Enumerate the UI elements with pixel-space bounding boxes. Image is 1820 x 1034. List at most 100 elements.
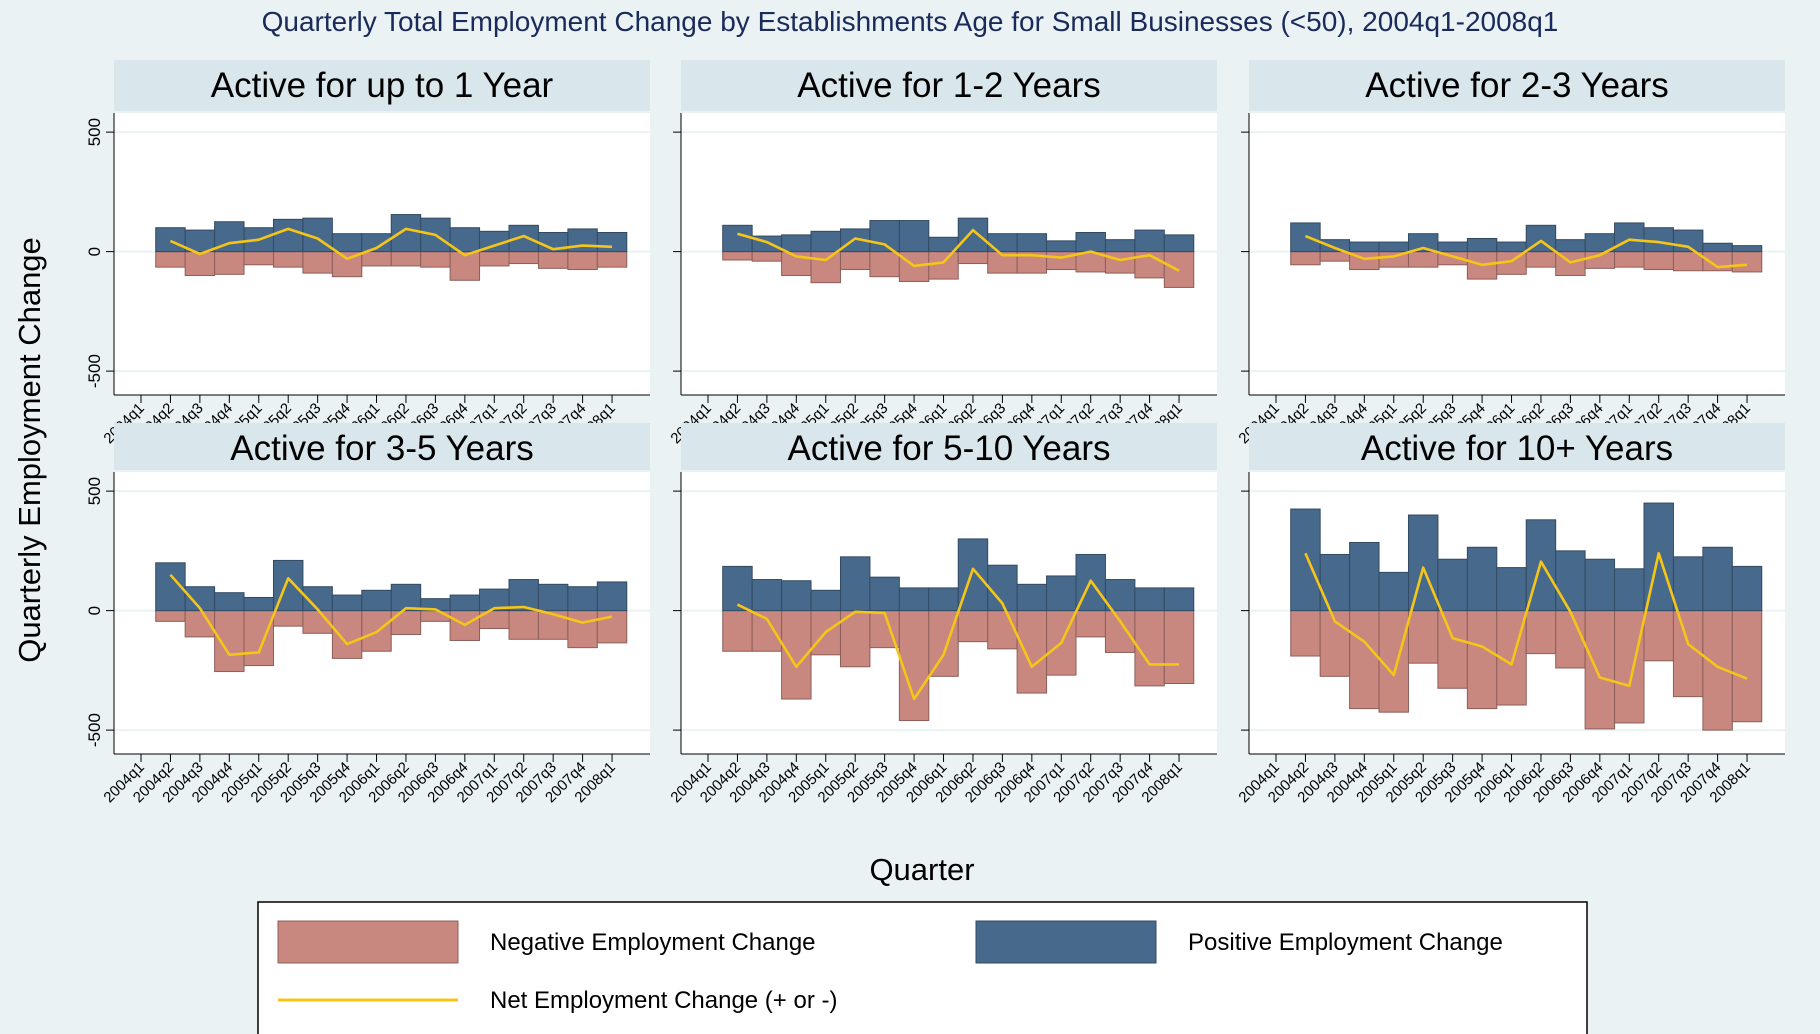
bar xyxy=(722,251,753,261)
bar xyxy=(1016,610,1048,694)
bar xyxy=(1319,553,1351,612)
bar xyxy=(839,556,871,612)
bar xyxy=(869,251,900,278)
bar xyxy=(1731,245,1763,253)
bar xyxy=(1555,610,1586,669)
bar xyxy=(928,587,959,612)
bar xyxy=(214,610,245,673)
panel-title: Active for 5-10 Years xyxy=(788,429,1111,468)
bar xyxy=(1731,251,1763,273)
bar xyxy=(1437,610,1468,689)
bar xyxy=(1614,568,1645,612)
legend-box xyxy=(257,901,1588,1034)
bar xyxy=(1466,237,1498,253)
bar xyxy=(987,233,1018,253)
legend-label: Net Employment Change (+ or -) xyxy=(490,987,837,1014)
bar xyxy=(1614,251,1645,268)
bar xyxy=(272,610,304,627)
bar xyxy=(1290,222,1321,253)
panel-strip xyxy=(114,423,650,470)
net-line xyxy=(1304,552,1748,688)
bar xyxy=(928,610,959,677)
bar xyxy=(1525,610,1557,655)
legend-label: Positive Employment Change xyxy=(1188,929,1503,956)
bar xyxy=(928,251,959,280)
bar xyxy=(479,251,510,267)
bar xyxy=(1290,251,1321,266)
bar xyxy=(1731,610,1763,723)
legend-swatch xyxy=(277,920,459,964)
panel-title: Active for up to 1 Year xyxy=(211,66,554,105)
bar xyxy=(1349,542,1380,612)
bar xyxy=(1555,550,1586,612)
bar xyxy=(508,610,539,640)
bar xyxy=(155,227,186,253)
bar xyxy=(1702,242,1733,253)
bar xyxy=(331,233,363,253)
bar xyxy=(1672,229,1704,253)
bar xyxy=(898,220,930,253)
bar xyxy=(1614,610,1645,724)
bar xyxy=(361,251,392,267)
bar xyxy=(596,251,628,268)
net-line xyxy=(169,573,613,657)
bar xyxy=(781,580,812,612)
bar xyxy=(567,228,598,253)
bar xyxy=(751,610,783,652)
y-tick-label: -500 xyxy=(85,713,104,747)
bar xyxy=(1614,222,1645,253)
bar xyxy=(869,220,900,253)
bar xyxy=(1163,234,1195,253)
bar xyxy=(1349,610,1380,710)
bar xyxy=(751,579,783,612)
bar xyxy=(272,218,304,253)
bar xyxy=(449,594,481,612)
bar xyxy=(1378,610,1409,713)
bar xyxy=(1407,251,1439,268)
panel-strip xyxy=(681,423,1217,470)
bar xyxy=(1496,241,1527,253)
y-tick-label: -500 xyxy=(85,354,104,388)
bar xyxy=(1437,241,1468,253)
bar xyxy=(243,610,274,667)
bar xyxy=(1584,610,1616,730)
panel-title: Active for 3-5 Years xyxy=(230,429,534,468)
bar xyxy=(1163,587,1195,612)
bar xyxy=(987,610,1018,650)
bar xyxy=(1104,251,1136,274)
bar xyxy=(1702,546,1733,612)
bar xyxy=(331,594,363,612)
bar xyxy=(1046,240,1077,253)
bar xyxy=(1104,610,1136,653)
bar xyxy=(1731,565,1763,612)
panel-title: Active for 1-2 Years xyxy=(797,66,1101,105)
bar xyxy=(810,230,841,253)
bar xyxy=(272,251,304,268)
net-line xyxy=(1304,234,1748,269)
bar xyxy=(390,251,422,267)
bar xyxy=(214,251,245,275)
bar xyxy=(1525,251,1557,268)
bar xyxy=(1672,610,1704,698)
bar xyxy=(390,214,422,253)
bar xyxy=(1643,227,1674,253)
bar xyxy=(420,251,451,268)
bar xyxy=(243,596,274,612)
bar xyxy=(1075,231,1106,253)
bar xyxy=(1016,233,1048,253)
legend-swatch xyxy=(975,920,1157,964)
bar xyxy=(1643,610,1674,662)
bar xyxy=(1104,239,1136,253)
bar xyxy=(1672,556,1704,612)
bar xyxy=(1378,241,1409,253)
bar xyxy=(1134,229,1165,253)
bar xyxy=(810,589,841,612)
bar xyxy=(1319,239,1351,253)
bar xyxy=(957,251,989,265)
bar xyxy=(331,610,363,659)
bar xyxy=(1016,583,1048,612)
panel-strip xyxy=(114,60,650,111)
bar xyxy=(1163,610,1195,684)
